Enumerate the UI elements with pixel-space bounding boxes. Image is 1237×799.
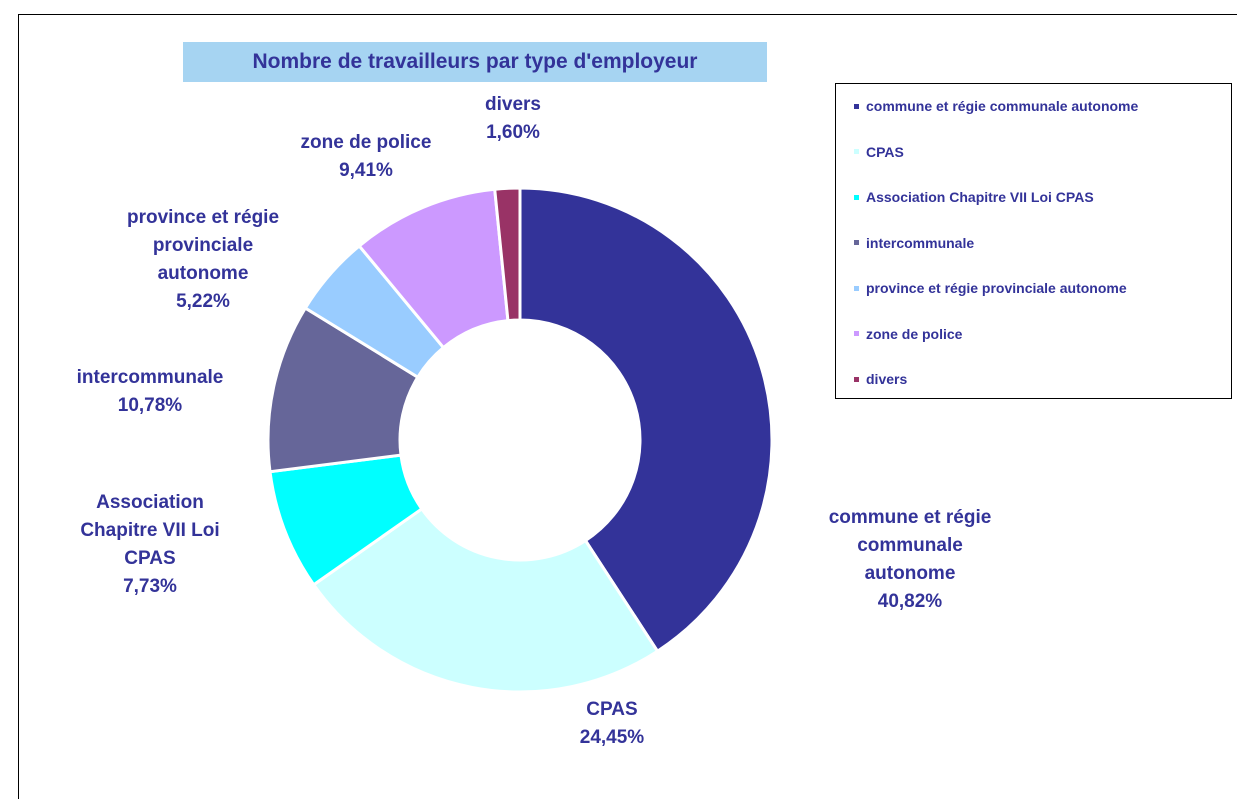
donut-slice [493,186,522,323]
legend-label: commune et régie communale autonome [866,98,1139,114]
slice-category: zone de police [300,132,432,153]
legend: commune et régie communale autonome CPAS A… [835,83,1232,399]
slice-category: CPAS [586,699,638,720]
legend-item: divers [854,370,907,388]
chart-title: Nombre de travailleurs par type d'employ… [183,42,767,82]
slice-label: intercommunale 10,78% [40,364,260,420]
legend-item: CPAS [854,143,904,161]
legend-item: zone de police [854,325,962,343]
legend-swatch [854,376,859,382]
slice-value: 10,78% [117,395,183,416]
slice-label: zone de police 9,41% [256,129,476,185]
legend-swatch [854,331,859,337]
slice-value: 1,60% [486,122,540,143]
legend-label: zone de police [866,325,963,342]
slice-value: 24,45% [579,727,645,748]
legend-item: Association Chapitre VII Loi CPAS [854,188,1094,206]
slice-category: intercommunale [76,367,224,388]
legend-swatch [854,285,859,291]
slice-label: divers 1,60% [453,91,573,147]
legend-swatch [854,149,859,155]
slice-label: Association Chapitre VII Loi CPAS 7,73% [60,489,240,601]
legend-swatch [854,194,859,200]
slice-value: 40,82% [877,591,943,612]
slice-value: 7,73% [123,576,177,597]
donut-slice [311,506,660,694]
chart-border [18,14,1237,799]
legend-swatch [854,240,859,246]
slice-value: 5,22% [176,291,230,312]
legend-item: province et régie provinciale autonome [854,279,1127,297]
legend-label: divers [866,371,908,387]
legend-label: intercommunale [866,234,975,251]
slice-value: 9,41% [339,160,393,181]
legend-swatch [854,103,859,109]
legend-item: commune et régie communale autonome [854,97,1138,115]
slice-label: CPAS 24,45% [512,696,712,752]
legend-label: Association Chapitre VII Loi CPAS [866,189,1094,205]
slice-category: Association Chapitre VII Loi CPAS [80,492,220,569]
slice-category: divers [485,94,541,115]
slice-category: province et régie provinciale autonome [126,207,280,284]
legend-label: CPAS [866,143,904,160]
legend-label: province et régie provinciale autonome [866,280,1127,296]
slice-category: commune et régie communale autonome [828,507,992,584]
slice-label: province et régie provinciale autonome 5,… [108,204,298,316]
slice-label: commune et régie communale autonome 40,82… [818,504,1003,616]
donut-slice [518,186,774,654]
legend-item: intercommunale [854,234,974,252]
